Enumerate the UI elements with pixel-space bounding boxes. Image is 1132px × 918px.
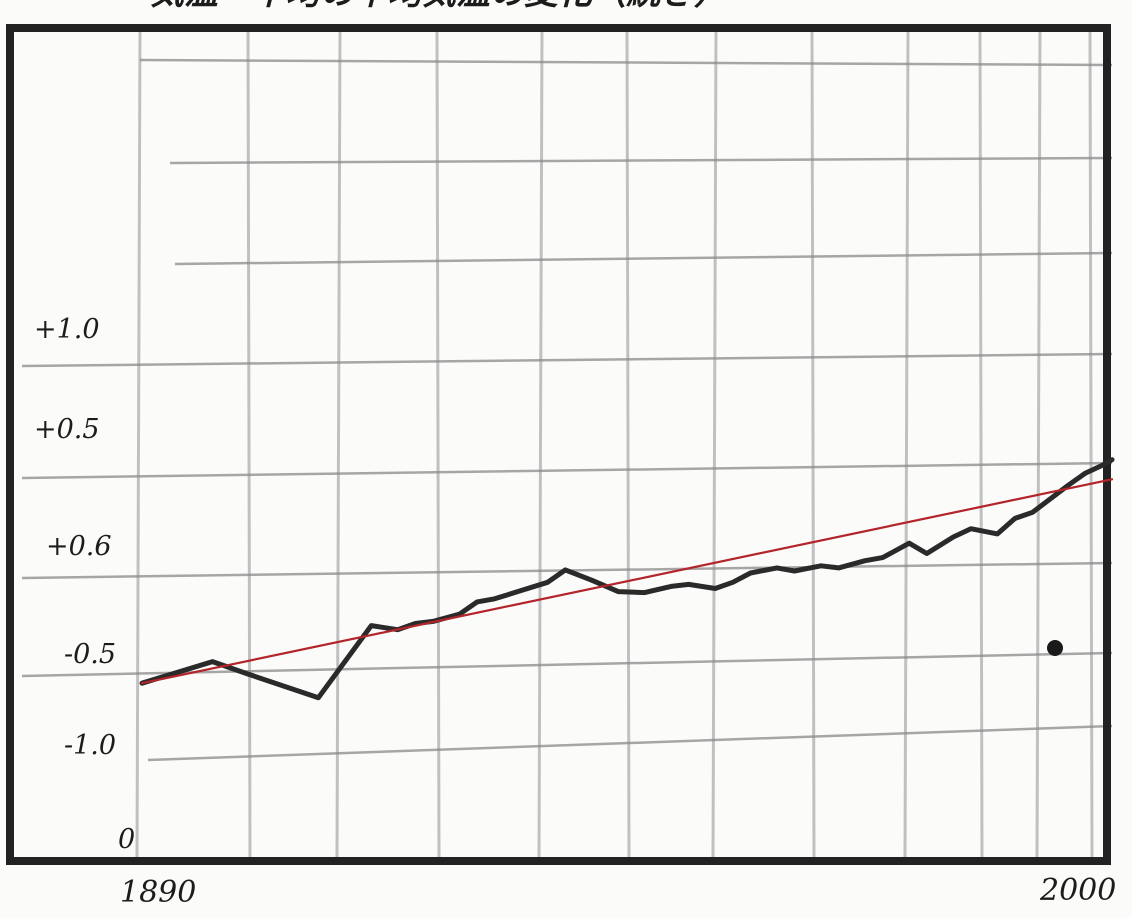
vertical-grid-lines: [135, 29, 1094, 859]
grid-line-horizontal: [139, 58, 1113, 67]
x-tick-label: 2000: [1039, 873, 1116, 908]
series-layer: [139, 457, 1115, 701]
grid-line-horizontal: [21, 651, 1113, 678]
grid-line-vertical: [978, 29, 984, 859]
y-tick-label: 0: [118, 824, 135, 855]
grid-line-horizontal: [174, 251, 1113, 266]
grid-line-vertical: [903, 29, 910, 859]
y-tick-label: +0.6: [46, 531, 112, 562]
ink-dot: [1047, 640, 1063, 656]
grid-line-vertical: [711, 29, 718, 859]
grid-line-vertical: [537, 29, 544, 859]
horizontal-grid-lines: [21, 58, 1113, 762]
y-axis-tick-labels: +1.0 +0.5 +0.6 -0.5 -1.0 0: [34, 314, 135, 855]
x-axis-tick-labels: 1890 2000: [120, 873, 1116, 910]
grid-line-vertical: [625, 29, 631, 859]
y-tick-label: +1.0: [34, 314, 100, 345]
grid-line-vertical: [1088, 29, 1094, 859]
grid-line-vertical: [1035, 29, 1042, 859]
grid-line-vertical: [435, 29, 441, 859]
plot-frame: [6, 24, 1111, 865]
y-tick-label: -0.5: [64, 639, 116, 670]
grid-line-horizontal: [147, 724, 1113, 762]
y-tick-label: +0.5: [34, 414, 100, 445]
y-tick-label: -1.0: [64, 730, 116, 761]
observed-series-line: [139, 457, 1115, 701]
chart-title: 気温・平均の平均気温の変化（続き）: [150, 0, 728, 13]
grid-line-vertical: [810, 29, 816, 859]
grid-line-horizontal: [21, 461, 1113, 480]
grid-line-vertical: [335, 29, 342, 859]
grid-line-vertical: [135, 29, 142, 859]
grid-line-horizontal: [21, 352, 1113, 368]
grid-line-vertical: [246, 29, 252, 859]
x-tick-label: 1890: [120, 875, 196, 910]
grid-line-horizontal: [169, 156, 1113, 165]
trend-line: [140, 478, 1114, 685]
